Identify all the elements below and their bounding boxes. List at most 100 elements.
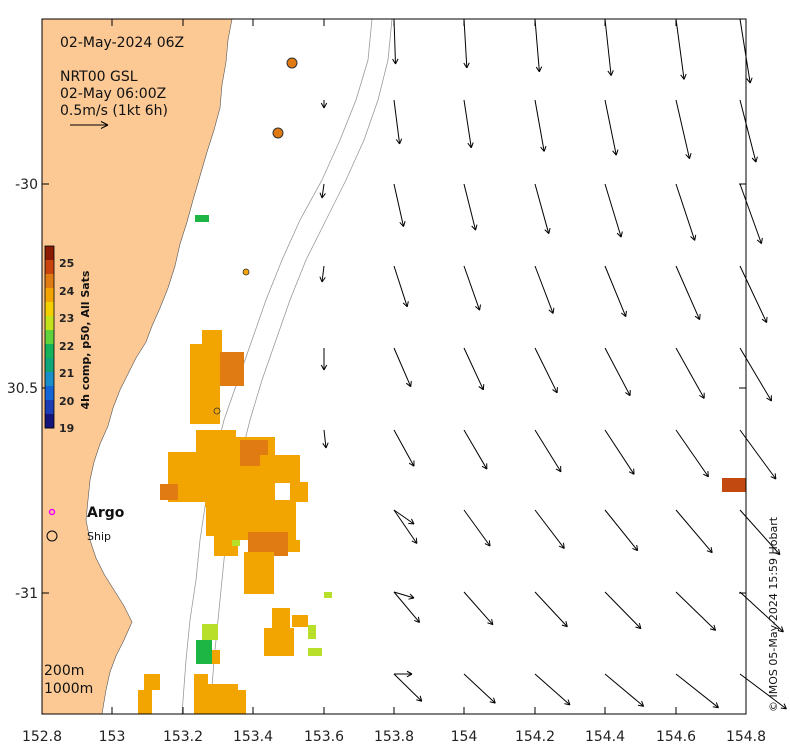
current-vector-arrow [463,347,485,391]
current-vector-arrow [675,18,687,80]
current-vector-arrow [675,429,709,478]
y-tick-label: -31 [15,586,38,602]
sst-pixel-block [138,690,152,714]
current-vector-arrow [739,18,753,84]
isobath-200m-label: 200m [44,663,84,679]
colorbar-label: 4h comp, p50, All Sats [79,270,92,409]
x-tick-label: 154 [451,729,478,745]
x-tick-label: 153.2 [163,729,203,745]
data-time-label: 02-May 06:00Z [60,86,166,102]
sst-pixel-block [194,674,208,714]
colorbar-segment [45,302,54,317]
colorbar [44,245,55,429]
current-vector-arrow [393,591,415,600]
current-vector-arrow [739,347,772,402]
sst-pixel-block [288,540,300,552]
colorbar-segment [45,386,54,401]
colorbar-segment [45,372,54,387]
sst-pixel-block [195,215,209,222]
current-vector-arrow [534,591,568,628]
ship-marker [272,127,284,139]
colorbar-segment [45,274,54,289]
colorbar-tick: 21 [59,367,74,380]
map-date-title: 02-May-2024 06Z [60,35,184,51]
x-tick-label: 153.6 [304,729,344,745]
colorbar-segment [45,344,54,359]
copyright-credit: © IMOS 05-May-2024 15:59 Hobart [767,516,780,712]
sst-pixel-block [160,484,178,500]
sst-pixel-block [220,352,244,386]
current-vector-arrow [675,347,705,399]
current-vector-arrow [393,99,403,145]
current-vector-arrow [604,591,642,630]
sst-pixel-block [292,615,308,627]
ship-legend-icon [46,530,58,542]
colorbar-tick: 23 [59,312,74,325]
colorbar-segment [45,358,54,373]
x-tick-label: 154.2 [515,729,555,745]
sst-pixel-block [308,625,316,639]
current-vector-arrow [322,429,329,449]
colorbar-frame [44,245,55,429]
vector-scale-label: 0.5m/s (1kt 6h) [60,103,168,119]
current-vector-arrow [463,509,491,547]
current-vector-arrow [675,673,719,709]
current-vector-arrow [604,509,639,552]
ship-legend-label: Ship [87,530,111,543]
x-tick-label: 152.8 [22,729,62,745]
current-vector-arrow [739,99,758,163]
colorbar-segment [45,400,54,415]
sst-pixel-block [144,674,160,690]
isobath-1000m [209,18,393,715]
x-axis-labels: 152.8 153 153.2 153.4 153.6 153.8 154 15… [22,729,766,745]
y-axis-labels: -30 30.5 -31 [7,177,38,602]
sst-pixel-block [722,478,746,492]
current-vector-arrow [463,99,474,149]
current-vector-arrow [319,183,326,199]
current-vector-arrow [393,673,423,702]
x-tick-label: 154.4 [585,729,625,745]
colorbar-tick: 19 [59,422,74,435]
ship-marker [213,407,221,415]
current-vector-arrow [534,183,551,235]
x-tick-label: 153 [99,729,126,745]
current-vector-arrow [393,509,418,544]
current-vector-arrow [675,509,713,554]
current-vector-arrow [604,183,623,238]
current-vector-arrow [604,18,614,76]
colorbar-segment [45,246,54,261]
sst-pixel-block [308,648,322,656]
sst-pixel-block [212,650,220,664]
current-vector-arrow [320,348,328,371]
current-vector-arrow [393,591,421,623]
argo-legend-icon [48,508,56,516]
sst-pixel-block [208,684,238,714]
colorbar-segment [45,414,54,429]
current-vector-arrow [534,265,555,314]
current-vector-arrow [393,509,415,525]
sst-pixel-block [244,552,274,594]
current-vector-arrow [675,265,701,321]
sst-pixel-block [196,640,212,664]
x-tick-label: 154.6 [656,729,696,745]
ship-marker [286,57,298,69]
current-vector-arrow [604,429,635,475]
current-vector-arrow [604,265,627,317]
current-vector-arrow [320,100,328,109]
current-vector-arrow [463,429,488,470]
land-coast [41,18,233,715]
current-vector-arrow [739,265,768,323]
current-vector-arrow [604,673,645,707]
colorbar-ticks: 25 24 23 22 21 20 19 [59,257,75,435]
vector-scale-arrow [70,121,109,129]
current-vector-arrow [463,673,496,704]
current-vector-arrow [675,591,717,631]
sst-pixel-block [324,592,332,598]
current-vector-arrow [534,673,571,706]
colorbar-tick: 24 [59,285,75,298]
isobath-200m [181,18,373,715]
current-vector-arrow [739,673,787,710]
current-vector-arrow [463,18,470,69]
current-vector-arrow [393,183,406,227]
